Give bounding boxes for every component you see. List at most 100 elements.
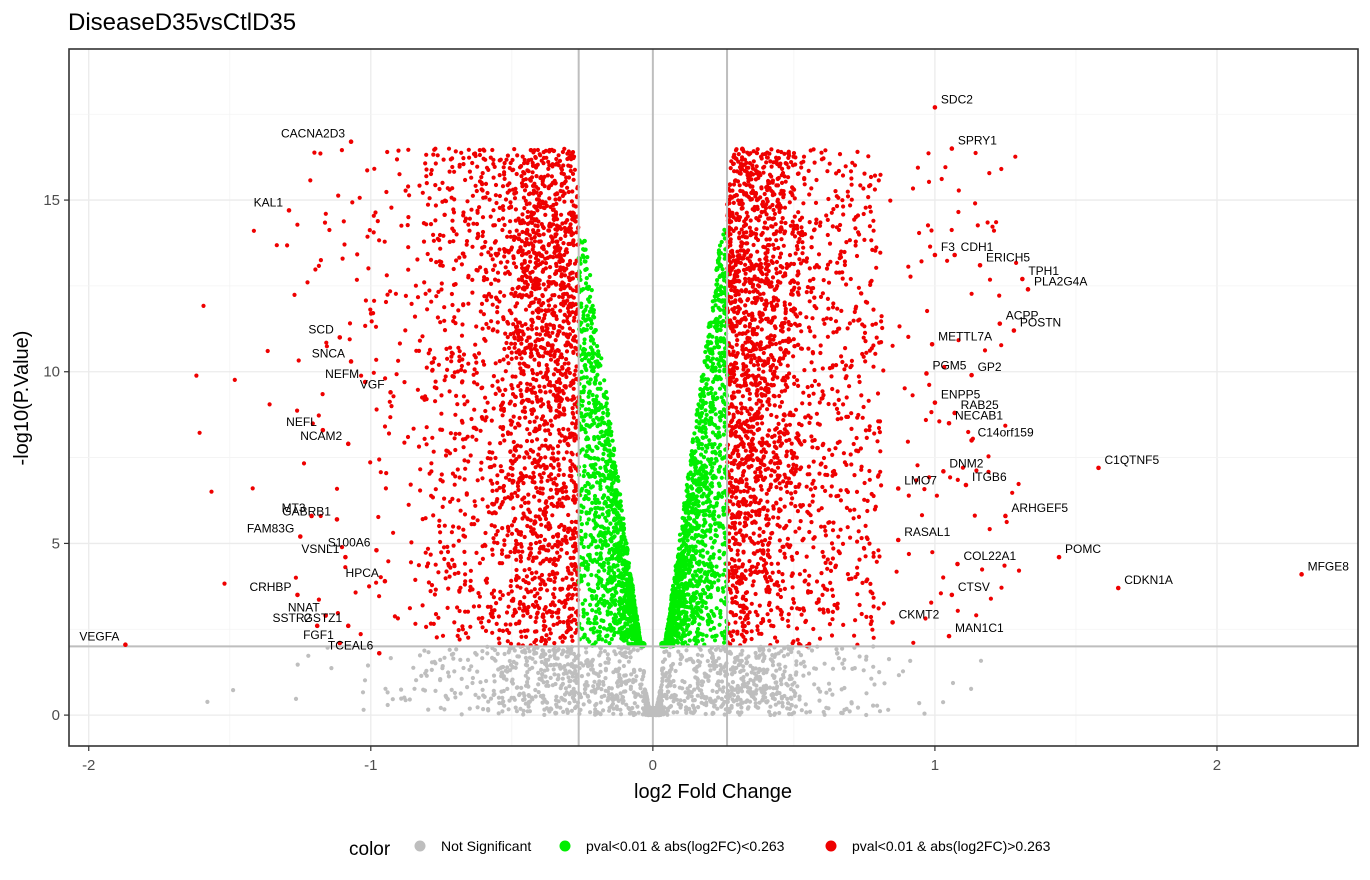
data-point xyxy=(766,243,771,248)
data-point xyxy=(603,676,608,681)
data-point xyxy=(564,450,569,455)
data-point xyxy=(753,591,758,597)
data-point xyxy=(816,508,821,513)
data-point xyxy=(843,164,848,169)
data-point xyxy=(821,278,826,283)
data-point xyxy=(801,536,806,541)
data-point xyxy=(562,199,567,204)
data-point xyxy=(616,579,622,585)
data-point xyxy=(853,243,858,248)
data-point xyxy=(366,266,371,271)
data-point xyxy=(520,229,525,235)
data-point xyxy=(543,428,548,433)
data-point xyxy=(747,348,752,353)
data-point xyxy=(872,187,878,192)
data-point xyxy=(383,376,388,381)
data-point xyxy=(457,637,462,642)
data-point xyxy=(748,663,753,669)
data-point xyxy=(751,159,756,164)
data-point xyxy=(556,153,561,158)
data-point xyxy=(440,180,445,185)
data-point xyxy=(730,680,736,685)
data-point xyxy=(527,455,532,460)
data-point xyxy=(417,338,422,343)
data-point xyxy=(817,698,822,703)
data-point xyxy=(493,182,499,188)
data-point xyxy=(559,547,564,552)
data-point xyxy=(738,489,743,494)
data-point xyxy=(793,162,798,167)
data-point xyxy=(782,504,787,509)
data-point xyxy=(448,431,453,436)
data-point xyxy=(524,184,529,189)
data-point xyxy=(568,168,573,173)
data-point xyxy=(570,592,576,598)
data-point xyxy=(501,357,506,362)
data-point xyxy=(777,538,782,543)
data-point xyxy=(736,565,741,570)
data-point xyxy=(468,584,473,589)
data-point xyxy=(803,619,808,625)
data-point xyxy=(413,621,418,626)
data-point xyxy=(586,672,591,677)
data-point xyxy=(862,497,867,502)
data-point xyxy=(433,379,438,384)
data-point xyxy=(767,648,772,653)
data-point xyxy=(470,244,475,249)
data-point xyxy=(747,513,752,518)
data-point xyxy=(440,633,446,638)
data-point xyxy=(829,374,834,379)
data-point xyxy=(383,486,388,491)
data-point xyxy=(592,621,597,626)
data-point xyxy=(703,408,708,413)
data-point xyxy=(753,609,758,615)
data-point xyxy=(767,428,772,433)
data-point xyxy=(524,237,529,242)
data-point xyxy=(868,209,873,214)
data-point xyxy=(780,704,785,709)
data-point xyxy=(429,461,434,466)
data-point xyxy=(761,170,766,175)
data-point xyxy=(423,550,428,555)
data-point xyxy=(564,247,569,252)
data-point xyxy=(791,337,796,342)
data-point xyxy=(775,465,781,470)
data-point xyxy=(681,530,686,536)
data-point xyxy=(367,584,372,589)
data-point xyxy=(399,696,404,701)
data-point xyxy=(716,514,721,519)
data-point xyxy=(543,516,549,522)
data-point xyxy=(861,668,866,673)
data-point xyxy=(766,548,771,553)
data-point xyxy=(363,298,368,303)
data-point xyxy=(719,598,724,603)
data-point xyxy=(510,677,515,682)
data-point xyxy=(530,170,535,175)
data-point xyxy=(779,173,784,178)
data-point xyxy=(445,186,450,191)
data-point xyxy=(572,402,577,407)
data-point xyxy=(374,357,379,362)
data-point xyxy=(783,555,788,560)
data-point xyxy=(862,237,867,242)
data-point xyxy=(788,280,793,285)
data-point xyxy=(734,495,739,500)
data-point xyxy=(442,707,447,712)
data-point xyxy=(488,253,493,258)
data-point xyxy=(514,228,519,233)
data-point xyxy=(519,544,524,549)
data-point xyxy=(839,710,844,716)
data-point xyxy=(822,661,827,666)
data-point xyxy=(274,243,279,248)
data-point xyxy=(428,589,433,594)
data-point xyxy=(755,147,760,152)
data-point xyxy=(421,239,427,244)
data-point xyxy=(553,304,558,309)
data-point xyxy=(759,449,764,454)
data-point xyxy=(776,569,781,575)
data-point xyxy=(744,533,749,538)
data-point xyxy=(826,280,832,285)
data-point xyxy=(445,356,450,361)
data-point xyxy=(767,237,772,242)
data-point xyxy=(771,337,776,342)
